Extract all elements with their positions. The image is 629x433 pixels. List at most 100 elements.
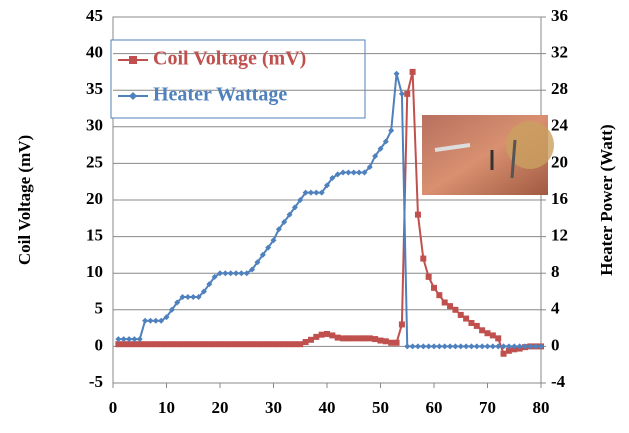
marker	[404, 343, 410, 349]
marker	[131, 341, 137, 347]
y-tick-label: 35	[86, 79, 103, 98]
photo-inset	[422, 115, 554, 195]
marker	[410, 343, 416, 349]
marker	[345, 335, 351, 341]
marker	[420, 256, 426, 262]
y2-tick-label: 32	[551, 43, 568, 62]
marker	[345, 170, 351, 176]
marker	[233, 341, 239, 347]
marker	[340, 170, 346, 176]
marker	[490, 332, 496, 338]
marker	[410, 69, 416, 75]
y2-axis-label: Heater Power (Watt)	[597, 124, 616, 275]
marker	[201, 341, 207, 347]
marker	[319, 332, 325, 338]
y-tick-label: 20	[86, 189, 103, 208]
marker	[452, 307, 458, 313]
marker	[313, 190, 319, 196]
marker	[147, 318, 153, 324]
marker	[479, 343, 485, 349]
marker	[115, 336, 121, 342]
marker	[142, 341, 148, 347]
y-tick-label: 45	[86, 6, 103, 25]
marker	[238, 270, 244, 276]
marker	[228, 270, 234, 276]
y2-tick-label: 8	[551, 262, 560, 281]
marker	[196, 341, 202, 347]
marker	[153, 341, 159, 347]
y-tick-label: -5	[89, 372, 103, 391]
y2-tick-label: 20	[551, 152, 568, 171]
marker	[329, 332, 335, 338]
marker	[265, 341, 271, 347]
marker	[212, 341, 218, 347]
marker	[415, 212, 421, 218]
y2-tick-label: 16	[551, 189, 568, 208]
marker	[271, 341, 277, 347]
marker	[404, 91, 410, 97]
marker	[276, 341, 282, 347]
marker	[388, 340, 394, 346]
y2-tick-label: 24	[551, 116, 569, 135]
marker	[501, 351, 507, 357]
y-tick-label: 10	[86, 262, 103, 281]
legend-marker	[129, 56, 137, 64]
marker	[121, 341, 127, 347]
marker	[292, 341, 298, 347]
marker	[367, 335, 373, 341]
marker	[249, 341, 255, 347]
marker	[431, 285, 437, 291]
legend-label: Heater Wattage	[153, 84, 287, 106]
marker	[185, 294, 191, 300]
marker	[383, 338, 389, 344]
y2-tick-label: 4	[551, 299, 560, 318]
y2-tick-label: 28	[551, 79, 568, 98]
marker	[180, 341, 186, 347]
marker	[340, 335, 346, 341]
marker	[394, 71, 400, 77]
marker	[142, 318, 148, 324]
marker	[394, 340, 400, 346]
marker	[254, 341, 260, 347]
marker	[324, 331, 330, 337]
marker	[436, 292, 442, 298]
marker	[158, 341, 164, 347]
marker	[426, 343, 432, 349]
marker	[222, 270, 228, 276]
marker	[495, 335, 501, 341]
marker	[137, 336, 143, 342]
marker	[206, 341, 212, 347]
marker	[190, 294, 196, 300]
marker	[233, 270, 239, 276]
marker	[260, 341, 266, 347]
marker	[468, 320, 474, 326]
marker	[458, 312, 464, 318]
marker	[463, 343, 469, 349]
marker	[458, 343, 464, 349]
marker	[238, 341, 244, 347]
y-tick-label: 30	[86, 116, 103, 135]
x-tick-label: 30	[265, 398, 282, 417]
marker	[303, 339, 309, 345]
marker	[474, 323, 480, 329]
marker	[436, 343, 442, 349]
marker	[335, 335, 341, 341]
marker	[490, 343, 496, 349]
marker	[415, 343, 421, 349]
marker	[228, 341, 234, 347]
marker	[244, 341, 250, 347]
marker	[463, 316, 469, 322]
marker	[372, 336, 378, 342]
marker	[426, 274, 432, 280]
marker	[115, 341, 121, 347]
x-tick-label: 50	[372, 398, 389, 417]
marker	[452, 343, 458, 349]
marker	[447, 343, 453, 349]
marker	[164, 341, 170, 347]
marker	[126, 336, 132, 342]
marker	[281, 341, 287, 347]
marker	[308, 190, 314, 196]
marker	[485, 343, 491, 349]
marker	[485, 330, 491, 336]
x-tick-label: 40	[319, 398, 336, 417]
